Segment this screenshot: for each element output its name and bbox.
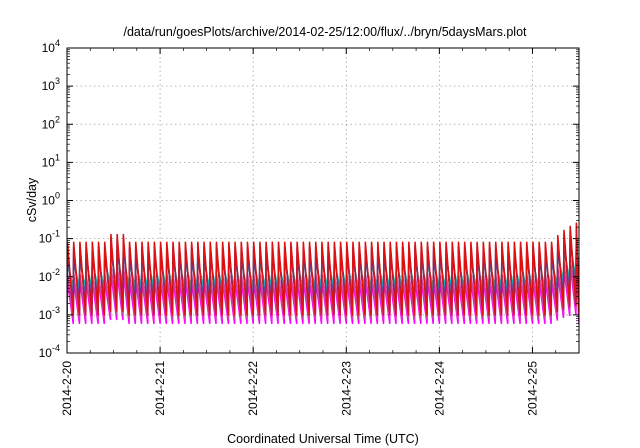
y-tick-label: 103	[42, 76, 60, 93]
chart-title: /data/run/goesPlots/archive/2014-02-25/1…	[123, 25, 527, 39]
y-tick-label: 101	[42, 152, 60, 169]
y-tick-label: 104	[42, 38, 60, 55]
x-tick-label: 2014-2-22	[246, 361, 260, 416]
grid-layer	[67, 48, 579, 353]
ticks-layer	[66, 47, 579, 354]
y-tick-labels: 10-4 10-3 10-2 10-1 100 101 102 103 104	[39, 38, 60, 360]
x-tick-label: 2014-2-24	[432, 361, 446, 416]
y-tick-label: 100	[42, 191, 60, 208]
y-tick-label: 10-3	[39, 305, 60, 322]
series-layer	[67, 222, 579, 325]
y-axis-title: cSv/day	[25, 177, 39, 222]
x-tick-label: 2014-2-20	[60, 361, 74, 416]
y-tick-label: 10-2	[39, 267, 60, 284]
y-tick-label: 102	[42, 114, 60, 131]
x-tick-label: 2014-2-21	[153, 361, 167, 416]
y-tick-label: 10-4	[39, 343, 60, 360]
x-tick-labels: 2014-2-20 2014-2-21 2014-2-22 2014-2-23 2014…	[60, 361, 539, 416]
x-tick-label: 2014-2-25	[525, 361, 539, 416]
x-tick-label: 2014-2-23	[339, 361, 353, 416]
y-tick-label: 10-1	[39, 229, 60, 246]
series-line	[67, 222, 579, 316]
x-axis-title: Coordinated Universal Time (UTC)	[227, 432, 419, 446]
